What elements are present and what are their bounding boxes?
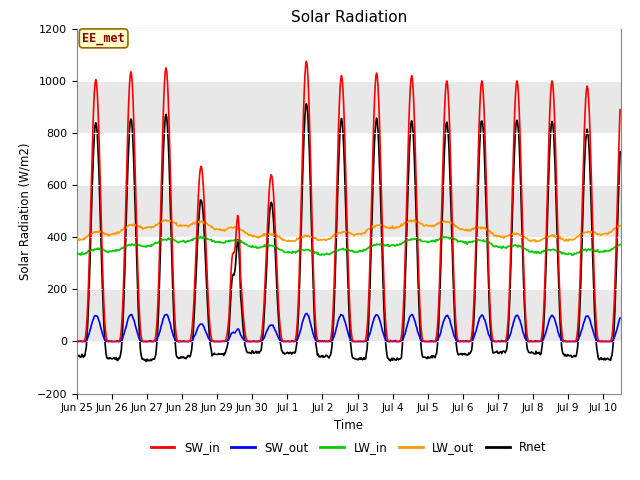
Y-axis label: Solar Radiation (W/m2): Solar Radiation (W/m2) <box>18 143 31 280</box>
X-axis label: Time: Time <box>334 419 364 432</box>
Title: Solar Radiation: Solar Radiation <box>291 10 407 25</box>
Bar <box>77 237 621 289</box>
Text: EE_met: EE_met <box>82 32 125 45</box>
Bar <box>77 133 621 185</box>
Bar <box>77 341 621 394</box>
Legend: SW_in, SW_out, LW_in, LW_out, Rnet: SW_in, SW_out, LW_in, LW_out, Rnet <box>146 436 552 459</box>
Bar <box>77 29 621 81</box>
